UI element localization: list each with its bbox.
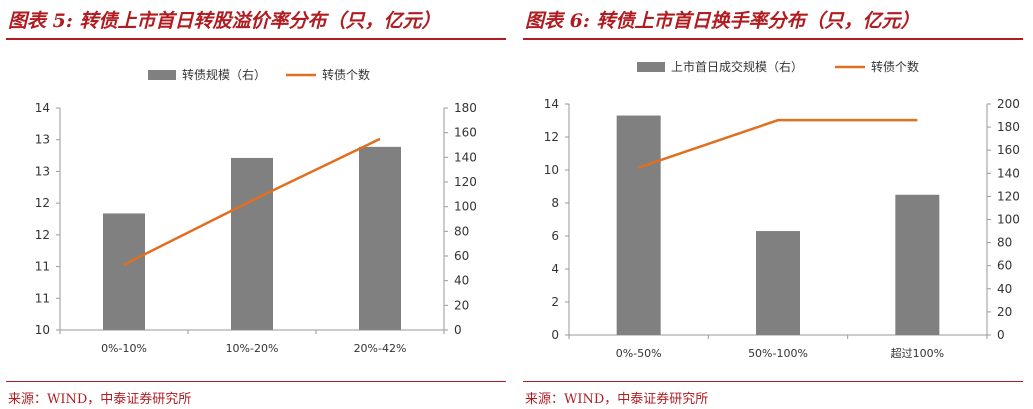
y-left-tick-label: 12 bbox=[35, 196, 50, 210]
y-right-tick-label: 20 bbox=[997, 305, 1012, 319]
legend-label-bar: 转债规模（右） bbox=[182, 67, 266, 82]
y-right-tick-label: 60 bbox=[454, 249, 469, 263]
x-tick-label: 超过100% bbox=[891, 346, 944, 360]
y-left-tick-label: 2 bbox=[551, 295, 559, 309]
source-note: 来源：WIND，中泰证券研究所 bbox=[8, 392, 192, 407]
y-right-tick-label: 120 bbox=[454, 175, 477, 189]
x-tick-label: 50%-100% bbox=[748, 347, 808, 360]
y-right-tick-label: 0 bbox=[997, 328, 1005, 342]
y-right-tick-label: 120 bbox=[997, 189, 1020, 203]
y-left-tick-label: 11 bbox=[35, 260, 50, 274]
figure-title: 图表 5: 转债上市首日转股溢价率分布（只，亿元） bbox=[8, 10, 441, 32]
y-left-tick-label: 14 bbox=[35, 101, 50, 115]
bar bbox=[895, 194, 940, 335]
source-rule bbox=[523, 381, 1023, 382]
bar bbox=[616, 115, 661, 335]
y-right-tick-label: 80 bbox=[997, 236, 1012, 250]
figure-title: 图表 6: 转债上市首日换手率分布（只，亿元） bbox=[525, 10, 920, 32]
turnover-distribution-chart: 024681012140204060801001201401601802000%… bbox=[544, 59, 1020, 360]
legend-swatch-bar bbox=[637, 62, 665, 72]
y-right-tick-label: 200 bbox=[997, 97, 1020, 111]
title-rule bbox=[523, 38, 1023, 40]
y-right-tick-label: 160 bbox=[997, 143, 1020, 157]
title-rule bbox=[6, 38, 506, 40]
bar bbox=[359, 146, 401, 330]
chart-panel-premium: 图表 5: 转债上市首日转股溢价率分布（只，亿元） 10 11 11 12 12 13 13… bbox=[0, 0, 516, 409]
y-left-tick-label: 12 bbox=[35, 228, 50, 242]
x-tick-label: 20%-42% bbox=[354, 342, 407, 355]
y-right-tick-label: 100 bbox=[997, 213, 1020, 227]
x-tick-label: 0%-10% bbox=[101, 342, 147, 355]
bar bbox=[231, 157, 273, 330]
legend-label-line: 转债个数 bbox=[871, 59, 919, 74]
count-line bbox=[638, 118, 918, 169]
y-left-tick-label: 6 bbox=[551, 229, 559, 243]
y-right-tick-label: 60 bbox=[997, 259, 1012, 273]
y-right-tick-label: 180 bbox=[454, 101, 477, 115]
legend-label-bar: 上市首日成交规模（右） bbox=[671, 59, 803, 74]
count-line bbox=[123, 137, 381, 266]
y-left-tick-label: 0 bbox=[551, 328, 559, 342]
x-tick-label: 0%-50% bbox=[616, 347, 662, 360]
source-rule bbox=[6, 381, 506, 382]
y-left-tick-label: 13 bbox=[35, 164, 50, 178]
y-left-tick-label: 13 bbox=[35, 133, 50, 147]
y-right-tick-label: 40 bbox=[997, 282, 1012, 296]
y-right-tick-label: 80 bbox=[454, 224, 469, 238]
y-right-tick-label: 40 bbox=[454, 274, 469, 288]
legend-swatch-bar bbox=[148, 70, 176, 80]
y-left-tick-label: 4 bbox=[551, 262, 559, 276]
y-left-tick-label: 10 bbox=[544, 163, 559, 177]
y-right-tick-label: 140 bbox=[997, 166, 1020, 180]
bar bbox=[756, 231, 800, 335]
y-left-tick-label: 10 bbox=[35, 323, 50, 337]
y-right-tick-label: 100 bbox=[454, 200, 477, 214]
y-left-tick-label: 14 bbox=[544, 97, 559, 111]
source-note: 来源：WIND，中泰证券研究所 bbox=[525, 392, 709, 407]
y-left-tick-label: 11 bbox=[35, 291, 50, 305]
chart-panel-turnover: 图表 6: 转债上市首日换手率分布（只，亿元） 0 2 4 6 8 10 12 14 0 20 40… bbox=[517, 0, 1033, 409]
x-tick-label: 10%-20% bbox=[226, 342, 279, 355]
y-right-tick-label: 140 bbox=[454, 150, 477, 164]
y-left-tick-label: 12 bbox=[544, 130, 559, 144]
y-right-tick-label: 20 bbox=[454, 298, 469, 312]
y-left-tick-label: 8 bbox=[551, 196, 559, 210]
premium-distribution-chart: 1011111212131314020406080100120140160180… bbox=[35, 67, 477, 355]
y-right-tick-label: 180 bbox=[997, 120, 1020, 134]
bar bbox=[103, 213, 145, 330]
y-right-tick-label: 160 bbox=[454, 126, 477, 140]
y-right-tick-label: 0 bbox=[454, 323, 462, 337]
legend-label-line: 转债个数 bbox=[322, 67, 370, 82]
